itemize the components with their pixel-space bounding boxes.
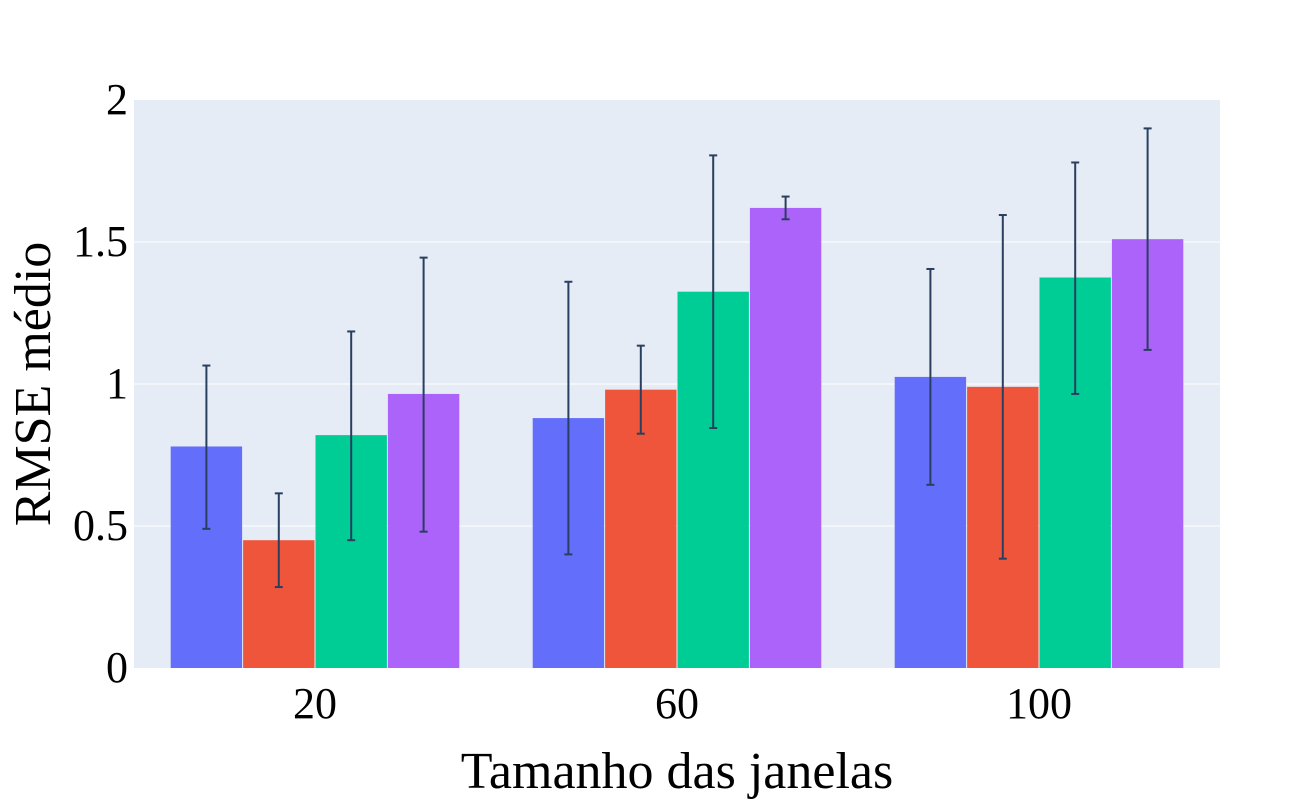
x-tick-label: 20 (293, 679, 337, 728)
y-tick-label: 1 (106, 359, 128, 408)
x-axis-ticks: 20 60 100 (293, 679, 1072, 728)
error-bar (709, 154, 718, 430)
error-bar (564, 280, 573, 556)
error-bar (926, 267, 935, 486)
y-tick-label: 2 (106, 75, 128, 124)
x-axis-title: Tamanho das janelas (461, 743, 893, 800)
gridlines (134, 241, 1220, 527)
y-axis-ticks: 0 0.5 1 1.5 2 (73, 75, 128, 692)
error-bar (636, 344, 645, 435)
error-bar (419, 256, 428, 533)
error-bar (998, 214, 1007, 560)
error-bar (202, 364, 211, 530)
error-bar (1143, 127, 1152, 351)
error-bar (1071, 161, 1080, 395)
bars (170, 207, 1184, 669)
x-tick-label: 60 (655, 679, 699, 728)
y-axis-title: RMSE médio (5, 242, 62, 527)
error-bar (274, 492, 283, 589)
error-bar (781, 195, 790, 221)
y-tick-label: 0.5 (73, 501, 128, 550)
x-tick-label: 100 (1006, 679, 1072, 728)
error-bars (202, 127, 1152, 589)
error-bar (347, 330, 356, 542)
y-tick-label: 0 (106, 643, 128, 692)
y-tick-label: 1.5 (73, 217, 128, 266)
bar (749, 207, 822, 669)
bar (605, 389, 677, 668)
